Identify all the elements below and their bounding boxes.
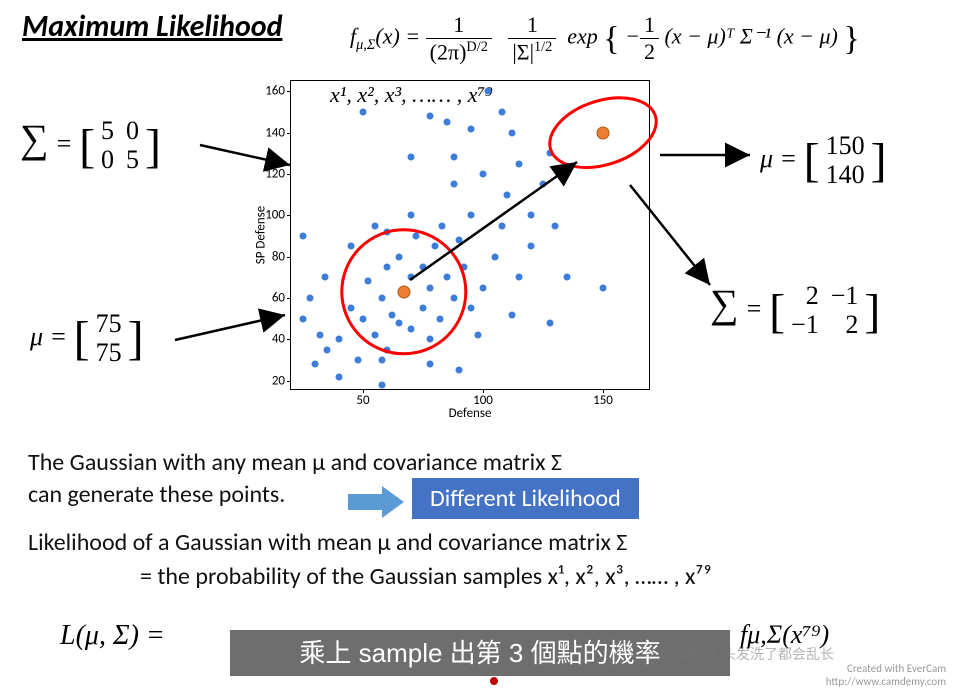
video-caption: 乘上 sample 出第 3 個點的機率: [230, 630, 730, 676]
likelihood-lhs: L(μ, Σ) =: [60, 620, 165, 652]
laser-pointer-dot: [490, 677, 498, 685]
explain-line-1b: can generate these points.: [28, 480, 285, 509]
csdn-watermark: CSDN @ 头发洗了都会乱长: [660, 644, 834, 664]
arrow-icon: [348, 486, 404, 518]
evercam-watermark: Created with EverCamhttp://www.camdemy.c…: [826, 662, 946, 688]
different-likelihood-box: Different Likelihood: [412, 478, 639, 519]
explain-line-1a: The Gaussian with any mean μ and covaria…: [28, 448, 562, 477]
explain-line-3: = the probability of the Gaussian sample…: [140, 562, 712, 591]
explain-line-2: Likelihood of a Gaussian with mean μ and…: [28, 528, 627, 557]
